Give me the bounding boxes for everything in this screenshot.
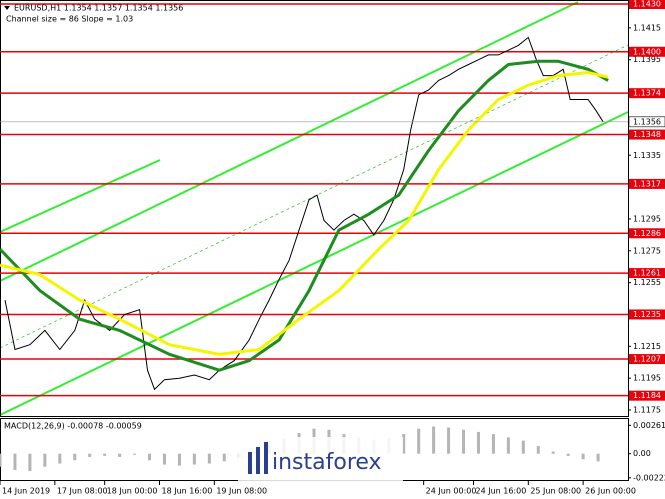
x-tick-label: 24 Jun 16:00 <box>475 487 526 496</box>
channel-lower <box>0 111 629 416</box>
price-line <box>0 59 609 372</box>
level-box <box>629 309 665 320</box>
level-box <box>629 390 665 401</box>
level-label: 1.1207 <box>633 355 661 364</box>
macd-bar <box>43 453 47 467</box>
macd-bar <box>432 426 436 454</box>
level-label: 1.1286 <box>633 229 661 238</box>
y-tick-label: 1.1255 <box>633 278 661 287</box>
level-box <box>629 129 665 140</box>
x-tick-label: 24 Jun 00:00 <box>426 487 477 496</box>
x-tick-label: 19 Jun 08:00 <box>216 487 267 496</box>
macd-bar <box>476 431 480 454</box>
x-tick-label: 25 Jun 08:00 <box>530 487 581 496</box>
macd-bar <box>103 453 107 456</box>
current-price-label: 1.1356 <box>633 117 661 126</box>
level-box <box>629 0 665 9</box>
current-price-box <box>628 116 665 128</box>
level-box <box>629 354 665 365</box>
macd-bar <box>417 428 421 454</box>
level-label: 1.1430 <box>633 0 661 9</box>
level-label: 1.1400 <box>633 47 661 56</box>
x-tick-label: 17 Jun 08:00 <box>57 487 108 496</box>
y-tick-label: 1.1175 <box>633 406 661 415</box>
macd-bar <box>462 429 466 454</box>
macd-bar <box>162 453 166 465</box>
macd-bar <box>58 453 62 464</box>
macd-bar <box>581 453 585 460</box>
y-tick-label: 0.00261 <box>633 421 665 430</box>
logo-bar <box>256 447 260 474</box>
level-box <box>629 268 665 279</box>
macd-bar <box>118 453 122 457</box>
y-tick-label: 1.1215 <box>633 342 661 351</box>
macd-bar <box>222 453 226 462</box>
macd-bar <box>88 453 92 457</box>
menu-icon <box>4 6 10 10</box>
y-tick-label: 1.1335 <box>633 151 661 160</box>
price-line <box>4 36 604 391</box>
macd-bar <box>207 453 211 464</box>
x-tick-label: 26 Jun 00:00 <box>585 487 636 496</box>
macd-bar <box>402 434 406 454</box>
level-label: 1.1348 <box>633 130 661 139</box>
macd-bar <box>133 453 137 455</box>
macd-bar <box>521 440 525 454</box>
y-tick-label: 1.1295 <box>633 214 661 223</box>
x-tick-label: 18 Jun 00:00 <box>107 487 158 496</box>
macd-bar <box>491 434 495 454</box>
level-label: 1.1261 <box>633 269 661 278</box>
macd-bar <box>28 453 32 472</box>
channel-upper <box>0 1 579 282</box>
level-box <box>629 88 665 99</box>
macd-bar <box>447 427 451 454</box>
y-tick-label: 1.1195 <box>633 374 661 383</box>
channel-info: Channel size = 86 Slope = 1.03 <box>6 15 133 24</box>
macd-bar <box>551 451 555 454</box>
macd-bar <box>13 453 17 470</box>
indicator-title: MACD(12,26,9) -0.00078 -0.00059 <box>4 422 142 431</box>
macd-bar <box>566 453 570 456</box>
level-label: 1.1317 <box>633 179 661 188</box>
level-box <box>629 178 665 189</box>
price-line <box>0 70 609 356</box>
price-panel-frame <box>0 0 629 417</box>
y-tick-label: 0.00 <box>633 449 651 458</box>
macd-bar <box>148 453 152 461</box>
level-label: 1.1184 <box>633 391 661 400</box>
y-tick-label: 1.1275 <box>633 246 661 255</box>
level-box <box>629 228 665 239</box>
chart-title: EURUSD,H1 1.1354 1.1357 1.1354 1.1356 <box>14 4 183 13</box>
macd-bar <box>536 446 540 454</box>
macd-bar <box>0 453 2 467</box>
watermark: instaforex <box>272 450 382 475</box>
x-tick-label: 14 Jun 2019 <box>2 487 50 496</box>
macd-bar <box>596 453 600 462</box>
macd-bar <box>177 453 181 466</box>
logo-bar <box>264 442 268 474</box>
level-label: 1.1374 <box>633 89 661 98</box>
y-tick-label: -0.00222 <box>633 473 665 482</box>
macd-bar <box>506 437 510 454</box>
y-tick-label: 1.1395 <box>633 55 661 64</box>
logo-bar <box>248 452 252 474</box>
level-label: 1.1235 <box>633 310 661 319</box>
macd-bar <box>192 453 196 465</box>
macd-bar <box>73 453 77 461</box>
x-tick-label: 18 Jun 16:00 <box>161 487 212 496</box>
y-tick-label: 1.1415 <box>633 23 661 32</box>
level-box <box>629 46 665 57</box>
channel-upper-left <box>0 159 161 233</box>
